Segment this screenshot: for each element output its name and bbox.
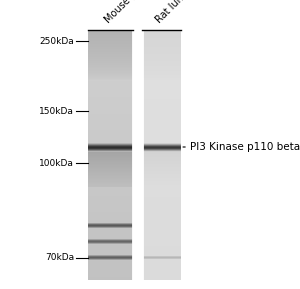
Bar [133,0,142,289]
Text: 70kDa: 70kDa [45,253,74,262]
Text: Mouse placenta: Mouse placenta [103,0,165,25]
Text: 250kDa: 250kDa [39,36,74,45]
Text: PI3 Kinase p110 beta: PI3 Kinase p110 beta [190,142,300,152]
Text: 150kDa: 150kDa [39,107,74,116]
Text: Rat lung: Rat lung [154,0,190,25]
Text: 100kDa: 100kDa [39,158,74,168]
